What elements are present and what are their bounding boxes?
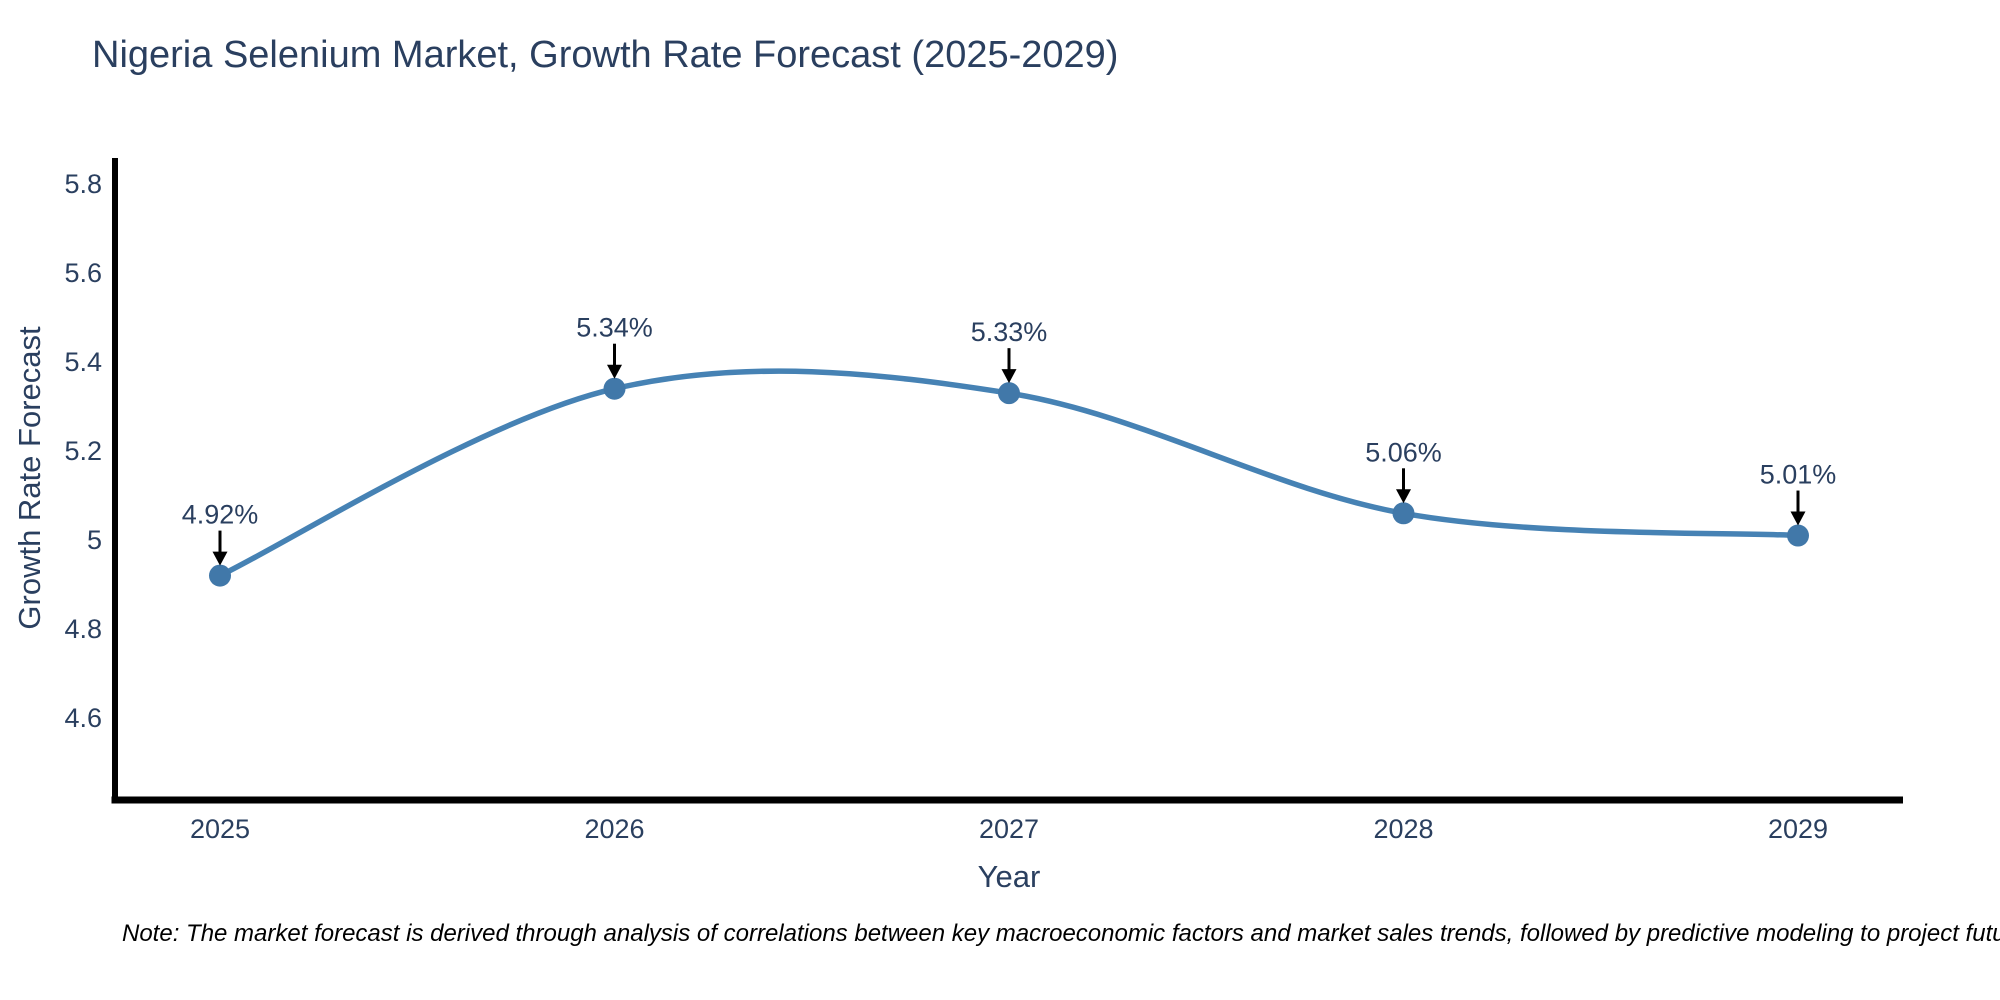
data-point-marker[interactable] — [998, 382, 1020, 405]
x-tick-label: 2025 — [190, 814, 250, 844]
y-tick-label: 5.4 — [64, 347, 102, 377]
data-point-marker[interactable] — [1787, 524, 1809, 547]
point-annotation-label: 5.01% — [1760, 460, 1837, 490]
point-annotation-label: 5.34% — [576, 313, 653, 343]
y-tick-label: 5.2 — [64, 436, 102, 466]
annotation-arrowhead — [1790, 511, 1806, 526]
annotation-arrowhead — [1001, 369, 1017, 384]
point-annotation-label: 5.33% — [971, 317, 1048, 347]
annotation-arrowhead — [212, 551, 228, 566]
annotation-arrowhead — [607, 364, 622, 379]
data-point-marker[interactable] — [603, 377, 626, 400]
chart-title: Nigeria Selenium Market, Growth Rate For… — [92, 34, 1119, 76]
data-point-marker[interactable] — [1392, 502, 1415, 525]
x-tick-label: 2029 — [1768, 814, 1828, 844]
y-tick-label: 5.6 — [64, 258, 102, 288]
x-tick-label: 2026 — [584, 814, 644, 844]
y-tick-label: 4.6 — [64, 703, 102, 733]
x-tick-label: 2028 — [1373, 814, 1433, 844]
point-annotation-label: 5.06% — [1365, 437, 1442, 467]
x-tick-label: 2027 — [979, 814, 1039, 844]
y-tick-label: 5 — [87, 525, 102, 555]
x-axis-title: Year — [977, 859, 1041, 894]
point-annotation-label: 4.92% — [182, 500, 259, 530]
footnote: Note: The market forecast is derived thr… — [122, 920, 2000, 947]
y-tick-label: 4.8 — [64, 614, 102, 644]
y-tick-label: 5.8 — [64, 169, 102, 199]
annotation-arrowhead — [1396, 489, 1411, 504]
data-point-marker[interactable] — [209, 564, 231, 587]
